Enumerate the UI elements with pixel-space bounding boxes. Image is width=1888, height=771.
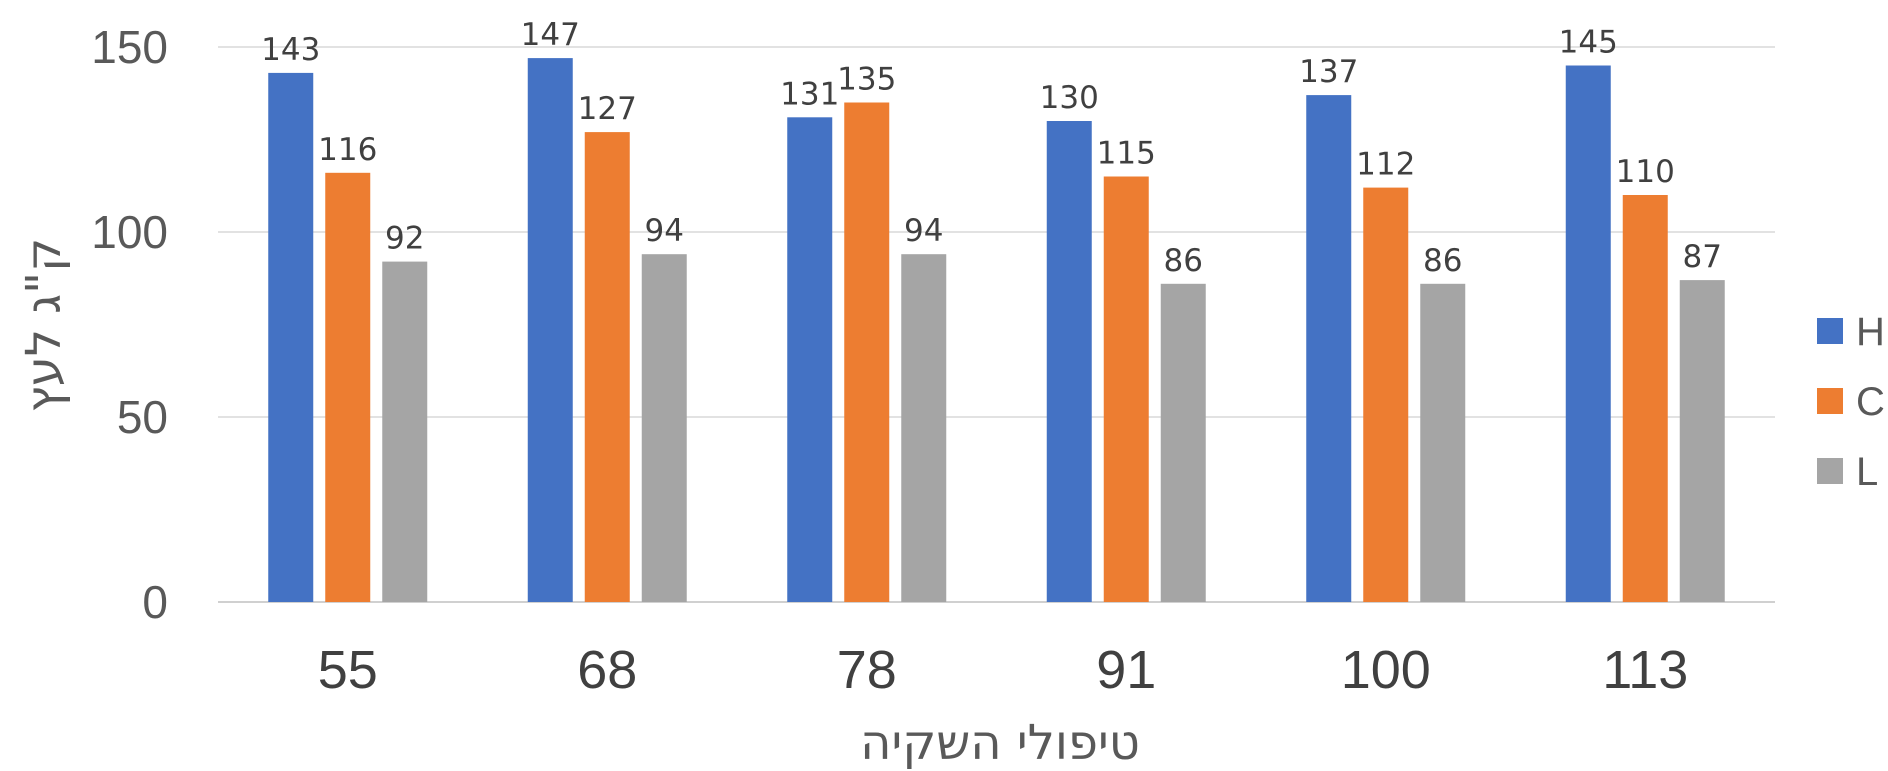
bar-L-100 (1420, 283, 1466, 602)
data-label-C-100: 112 (1356, 147, 1415, 183)
x-tick-label: 78 (837, 640, 897, 700)
y-tick-label: 50 (117, 391, 168, 443)
x-axis-title: טיפולי השקיה (860, 715, 1140, 771)
y-tick-label: 0 (142, 576, 168, 628)
x-tick-label: 113 (1602, 640, 1688, 700)
bar-L-91 (1160, 283, 1206, 602)
bar-C-68 (584, 132, 630, 602)
bar-L-113 (1679, 280, 1725, 602)
legend: HCL (1817, 310, 1885, 494)
data-label-H-91: 130 (1040, 80, 1099, 116)
bar-H-91 (1046, 121, 1092, 602)
data-label-H-113: 145 (1559, 25, 1618, 61)
bars (268, 58, 1725, 603)
bar-C-113 (1622, 195, 1668, 602)
x-axis-ticks: 55 68 78 91 100 113 (318, 640, 1689, 700)
data-label-C-55: 116 (318, 132, 377, 168)
data-label-H-68: 147 (521, 17, 580, 53)
y-axis-title: ק"ג לעץ (16, 238, 72, 412)
bar-H-100 (1306, 95, 1352, 602)
data-label-L-55: 92 (385, 221, 424, 257)
data-label-C-113: 110 (1616, 154, 1675, 190)
legend-label-L: L (1856, 450, 1878, 494)
y-tick-label: 150 (91, 21, 168, 73)
legend-label-C: C (1856, 380, 1885, 424)
legend-swatch-H (1817, 318, 1843, 344)
bar-C-91 (1103, 176, 1149, 602)
data-label-L-113: 87 (1683, 239, 1722, 275)
bar-H-68 (527, 58, 573, 603)
bar-C-55 (325, 172, 371, 603)
data-label-L-78: 94 (904, 213, 943, 249)
data-label-H-78: 131 (780, 76, 839, 112)
data-label-H-55: 143 (261, 32, 320, 68)
gridlines (218, 46, 1775, 603)
data-label-H-100: 137 (1299, 54, 1358, 90)
x-tick-label: 55 (318, 640, 378, 700)
data-label-C-68: 127 (578, 91, 637, 127)
bar-C-78 (844, 102, 890, 602)
y-axis-ticks: 0 50 100 150 (91, 21, 168, 628)
y-tick-label: 100 (91, 206, 168, 258)
data-label-L-91: 86 (1164, 243, 1203, 279)
data-label-L-68: 94 (645, 213, 684, 249)
bar-H-78 (787, 117, 833, 603)
legend-label-H: H (1856, 310, 1885, 354)
x-tick-label: 68 (577, 640, 637, 700)
bar-L-55 (382, 261, 428, 602)
bar-C-100 (1363, 187, 1409, 602)
bar-H-113 (1565, 65, 1611, 602)
bar-L-78 (901, 254, 947, 602)
legend-swatch-C (1817, 388, 1843, 414)
data-label-L-100: 86 (1423, 243, 1462, 279)
bar-L-68 (641, 254, 687, 602)
x-tick-label: 100 (1341, 640, 1431, 700)
data-label-C-91: 115 (1097, 136, 1156, 172)
bar-H-55 (268, 72, 314, 602)
legend-swatch-L (1817, 458, 1843, 484)
data-label-C-78: 135 (837, 62, 896, 98)
x-tick-label: 91 (1096, 640, 1156, 700)
